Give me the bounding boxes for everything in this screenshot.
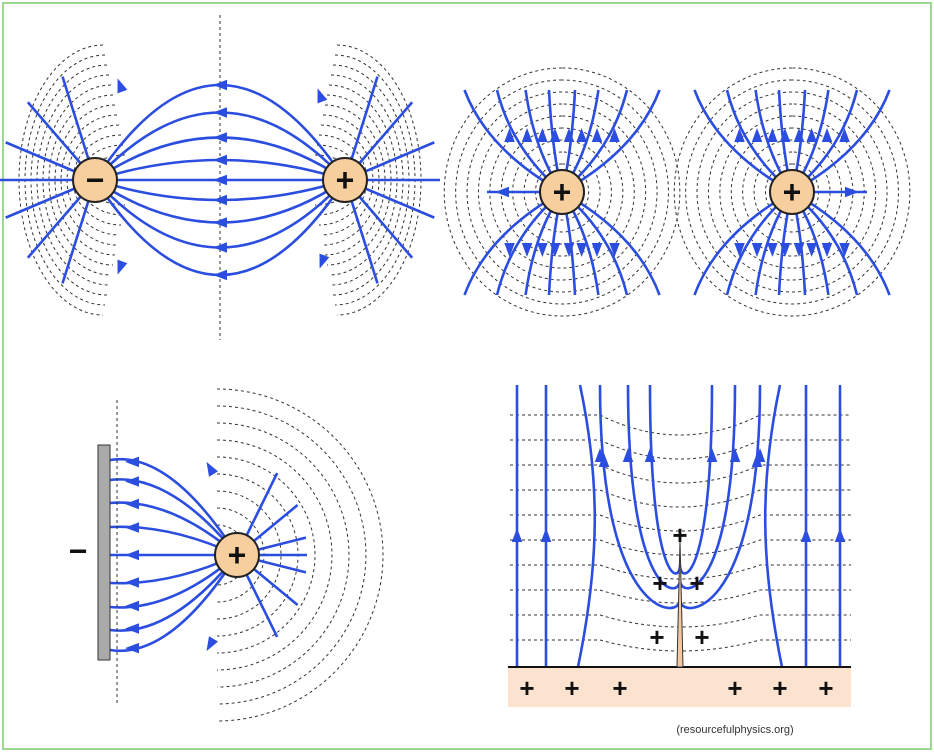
ground-charge: + bbox=[564, 673, 579, 703]
charge-sign: + bbox=[228, 537, 247, 573]
credit: (resourcefulphysics.org) bbox=[676, 724, 793, 736]
ground-charge: + bbox=[818, 673, 833, 703]
plate-sign: − bbox=[69, 533, 88, 569]
ground bbox=[508, 667, 851, 707]
frame bbox=[3, 3, 931, 749]
rod-charge: + bbox=[672, 520, 687, 550]
ground-charge: + bbox=[727, 673, 742, 703]
field-diagrams: − + + + + − +++++++++++ (resourcefulphys… bbox=[0, 0, 934, 752]
rod-charge: + bbox=[694, 622, 709, 652]
charge-sign: + bbox=[783, 174, 802, 210]
charge-sign: − bbox=[86, 162, 105, 198]
rod-charge: + bbox=[652, 568, 667, 598]
plate bbox=[98, 445, 110, 660]
ground-charge: + bbox=[519, 673, 534, 703]
ground-charge: + bbox=[772, 673, 787, 703]
charge-sign: + bbox=[553, 174, 572, 210]
ground-charge: + bbox=[612, 673, 627, 703]
charge-sign: + bbox=[336, 162, 355, 198]
rod-charge: + bbox=[689, 568, 704, 598]
rod-charge: + bbox=[649, 622, 664, 652]
